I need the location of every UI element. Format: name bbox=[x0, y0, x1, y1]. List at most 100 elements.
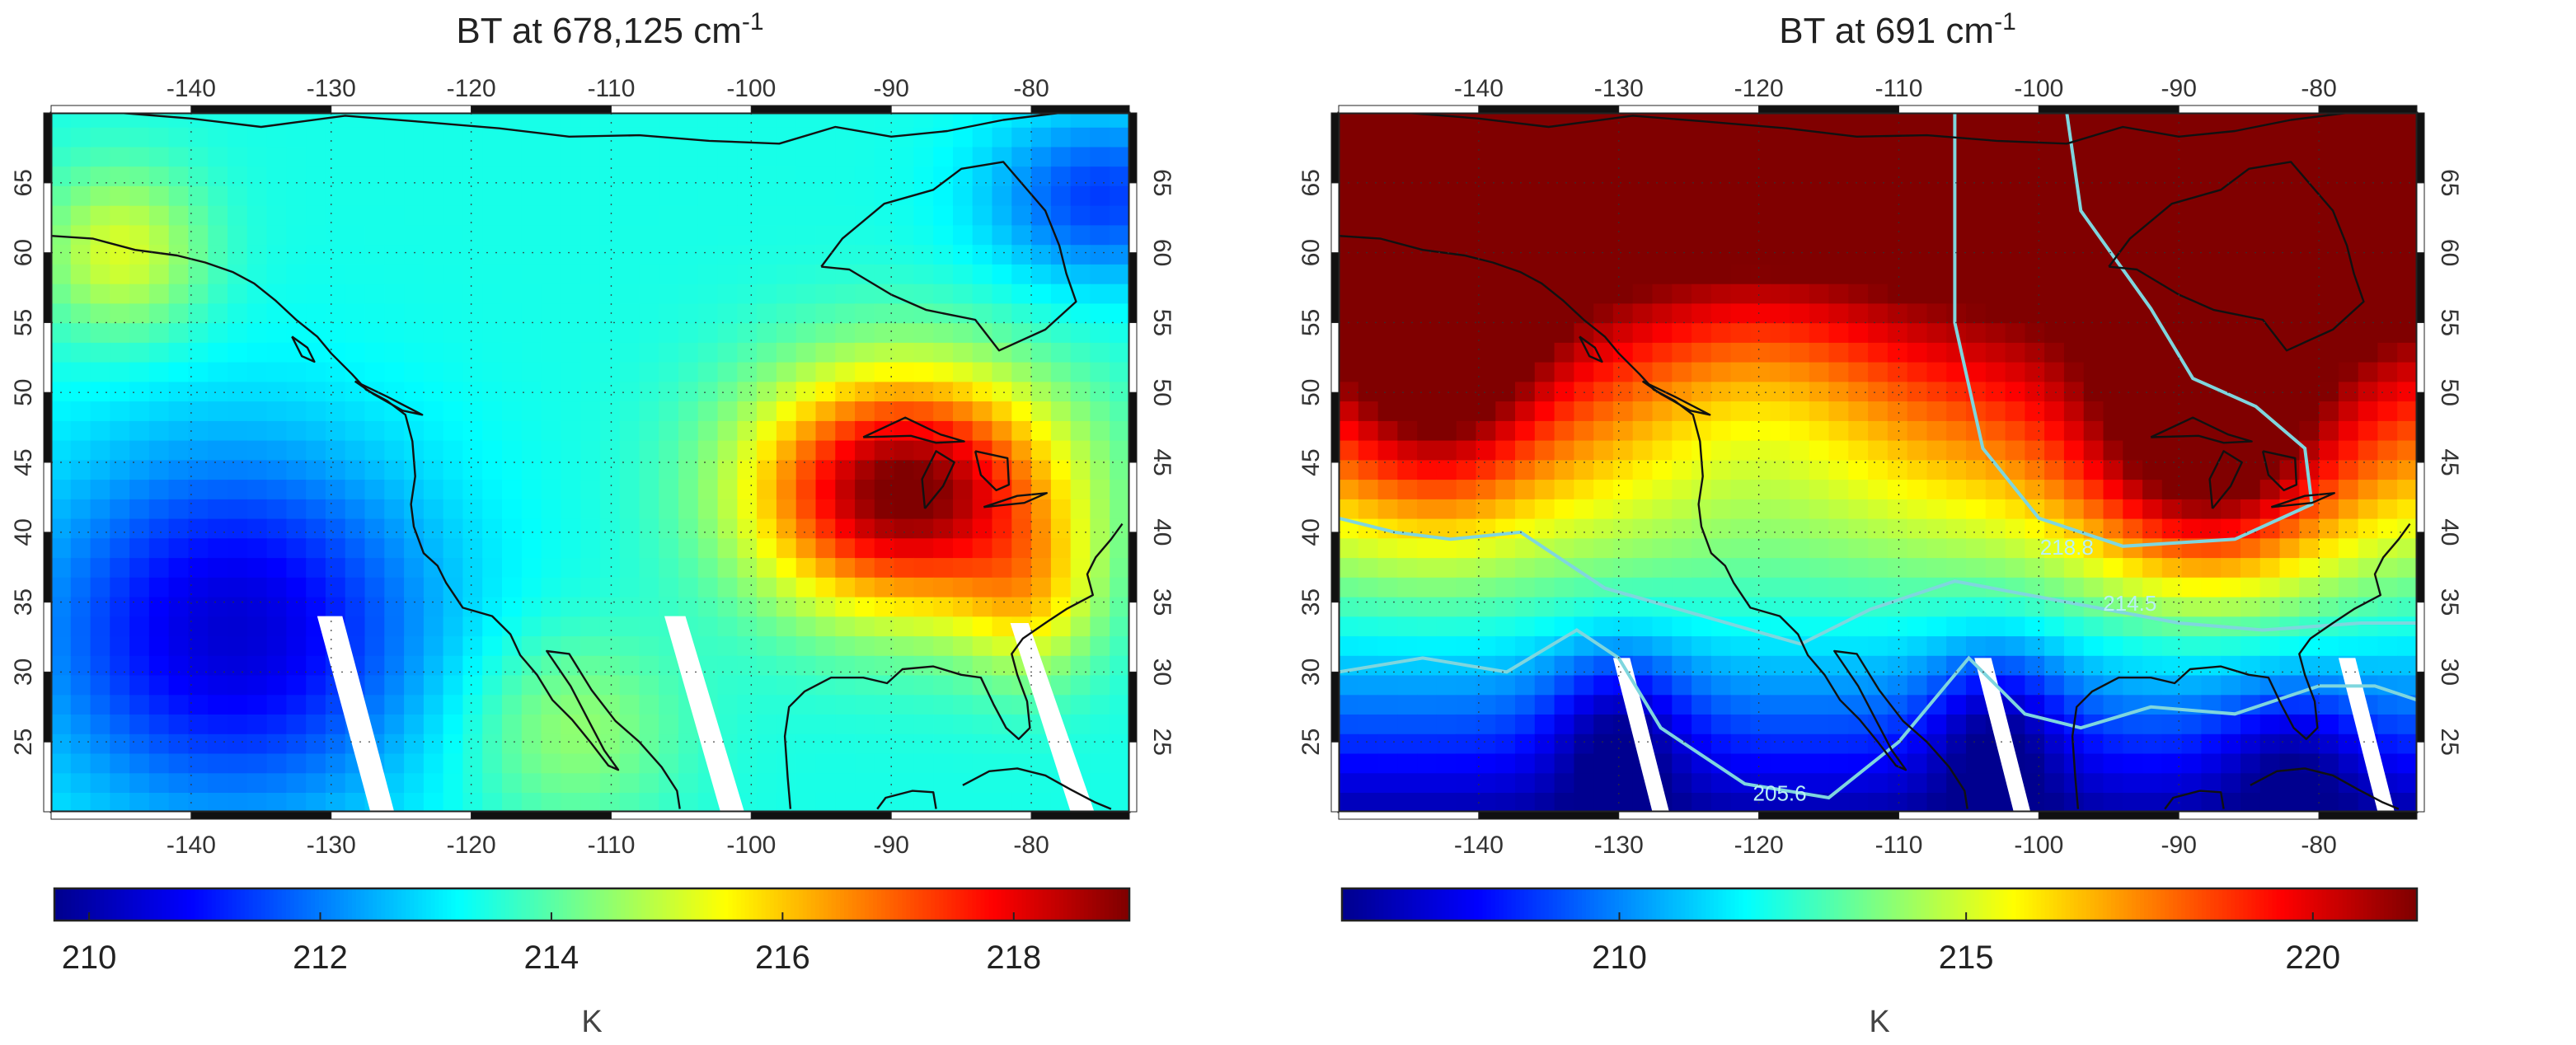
x-tick-bottom-right: -90 bbox=[2161, 832, 2197, 859]
contour-label-3: 205.6 bbox=[1753, 780, 1807, 805]
x-tick-bottom-left: -130 bbox=[307, 832, 356, 859]
contour-lines-right bbox=[1338, 112, 2418, 800]
y-tick-right-left: 60 bbox=[1148, 239, 1175, 266]
y-tick-right-right: 25 bbox=[2436, 729, 2463, 756]
colorbar-tick-right: 210 bbox=[1592, 940, 1647, 976]
y-tick-left-right: 60 bbox=[1297, 239, 1325, 266]
y-tick-left-right: 35 bbox=[1297, 588, 1325, 616]
x-tick-bottom-left: -120 bbox=[447, 832, 496, 859]
great-lake-2 bbox=[2208, 450, 2243, 509]
x-tick-top-left: -130 bbox=[307, 75, 356, 102]
data-gap-wedge-right-2 bbox=[1974, 658, 2031, 812]
island-2 bbox=[354, 380, 424, 416]
y-tick-right-left: 35 bbox=[1148, 588, 1175, 616]
data-gap-wedge-left-1 bbox=[317, 616, 395, 812]
great-lake-1 bbox=[2150, 416, 2253, 444]
y-tick-right-right: 65 bbox=[2436, 169, 2463, 196]
chart-panel-right: 218.8 214.5 205.6 -140 -140 -130 -130 -120 -120 -… bbox=[1288, 0, 2574, 1045]
great-lake-2 bbox=[921, 450, 955, 509]
coastline-pacific bbox=[50, 235, 681, 809]
y-tick-left-left: 35 bbox=[10, 588, 37, 616]
coastline-arctic bbox=[1338, 109, 2348, 145]
y-tick-right-right: 45 bbox=[2436, 448, 2463, 476]
x-tick-top-right: -140 bbox=[1454, 75, 1504, 102]
coastlines-right bbox=[1338, 109, 2411, 810]
heatmap-chart-right: 218.8 214.5 205.6 -140 -140 -130 -130 -120 -120 -… bbox=[1297, 8, 2463, 1039]
chart-title-right: BT at 691 cm-1 bbox=[1779, 8, 2016, 51]
y-tick-left-right: 50 bbox=[1297, 379, 1325, 406]
x-tick-top-right: -120 bbox=[1734, 75, 1784, 102]
y-tick-right-left: 55 bbox=[1148, 309, 1175, 336]
y-tick-right-left: 25 bbox=[1148, 729, 1175, 756]
x-tick-top-left: -90 bbox=[874, 75, 909, 102]
y-tick-right-right: 35 bbox=[2436, 588, 2463, 616]
x-tick-top-left: -120 bbox=[447, 75, 496, 102]
coastline-arctic bbox=[50, 109, 1060, 145]
x-tick-top-right: -80 bbox=[2301, 75, 2336, 102]
y-tick-left-left: 30 bbox=[10, 658, 37, 686]
colorbar-tick-left: 212 bbox=[293, 940, 348, 976]
x-tick-bottom-left: -140 bbox=[167, 832, 216, 859]
y-tick-left-left: 50 bbox=[10, 379, 37, 406]
coastline-hudson-bay bbox=[2108, 161, 2365, 352]
chart-panel-left: -140 -140 -130 -130 -120 -120 -110 -110 -100 -100… bbox=[0, 0, 1286, 1045]
y-tick-left-right: 25 bbox=[1297, 729, 1325, 756]
colorbar-unit-label-right: K bbox=[1869, 1005, 1889, 1039]
grid-lines-left bbox=[51, 113, 1129, 812]
colorbar-right bbox=[1340, 887, 2419, 922]
x-tick-bottom-right: -140 bbox=[1454, 832, 1504, 859]
great-lake-4 bbox=[983, 492, 1049, 508]
colorbar-tick-right: 215 bbox=[1939, 940, 1994, 976]
data-gap-wedge-left-2 bbox=[664, 616, 744, 812]
contour-label-1: 218.8 bbox=[2040, 535, 2094, 560]
chart-title-left: BT at 678,125 cm-1 bbox=[456, 8, 763, 51]
y-tick-right-left: 65 bbox=[1148, 169, 1175, 196]
y-tick-left-right: 45 bbox=[1297, 448, 1325, 476]
island-1 bbox=[291, 335, 316, 363]
coastline-cuba bbox=[2250, 767, 2400, 810]
colorbar-tick-right: 220 bbox=[2285, 940, 2340, 976]
x-tick-top-left: -80 bbox=[1013, 75, 1049, 102]
y-tick-left-left: 25 bbox=[10, 729, 37, 756]
y-tick-right-left: 40 bbox=[1148, 518, 1175, 546]
data-gap-wedge-right-3 bbox=[2338, 658, 2395, 812]
x-tick-bottom-left: -100 bbox=[726, 832, 776, 859]
y-tick-left-right: 55 bbox=[1297, 309, 1325, 336]
heatmap-chart-left: -140 -140 -130 -130 -120 -120 -110 -110 -100 -100… bbox=[10, 8, 1175, 1039]
x-tick-top-right: -100 bbox=[2014, 75, 2063, 102]
y-tick-right-left: 50 bbox=[1148, 379, 1175, 406]
y-tick-right-left: 30 bbox=[1148, 658, 1175, 686]
y-tick-right-right: 55 bbox=[2436, 309, 2463, 336]
y-tick-left-left: 55 bbox=[10, 309, 37, 336]
coastline-pacific bbox=[1338, 235, 1968, 809]
colorbar-tick-left: 216 bbox=[755, 940, 810, 976]
y-tick-right-right: 30 bbox=[2436, 658, 2463, 686]
x-tick-bottom-right: -110 bbox=[1875, 832, 1923, 859]
y-tick-left-right: 30 bbox=[1297, 658, 1325, 686]
y-tick-left-left: 60 bbox=[10, 239, 37, 266]
great-lake-3 bbox=[2261, 450, 2298, 492]
contour-line-high bbox=[1953, 112, 2314, 548]
colorbar-tick-left: 210 bbox=[62, 940, 117, 976]
x-tick-top-right: -110 bbox=[1875, 75, 1923, 102]
x-tick-bottom-left: -90 bbox=[874, 832, 909, 859]
data-gap-wedge-right-1 bbox=[1612, 658, 1669, 812]
y-tick-left-left: 40 bbox=[10, 518, 37, 546]
y-tick-right-right: 60 bbox=[2436, 239, 2463, 266]
y-tick-left-right: 65 bbox=[1297, 169, 1325, 196]
x-tick-top-left: -140 bbox=[167, 75, 216, 102]
coastline-yucatan bbox=[2164, 790, 2225, 810]
data-gap-wedge-left-3 bbox=[1010, 623, 1095, 812]
x-tick-bottom-right: -130 bbox=[1594, 832, 1644, 859]
x-tick-top-left: -110 bbox=[588, 75, 636, 102]
y-tick-right-left: 45 bbox=[1148, 448, 1175, 476]
contour-line-low bbox=[1338, 628, 2418, 800]
coastlines-left bbox=[50, 109, 1124, 810]
x-tick-bottom-left: -80 bbox=[1013, 832, 1049, 859]
island-1 bbox=[1579, 335, 1603, 363]
coastline-gulf-atlantic bbox=[783, 522, 1124, 809]
y-tick-left-left: 65 bbox=[10, 169, 37, 196]
island-2 bbox=[1641, 380, 1711, 416]
x-tick-top-right: -130 bbox=[1594, 75, 1644, 102]
map-border-ticks-left bbox=[43, 105, 1138, 820]
